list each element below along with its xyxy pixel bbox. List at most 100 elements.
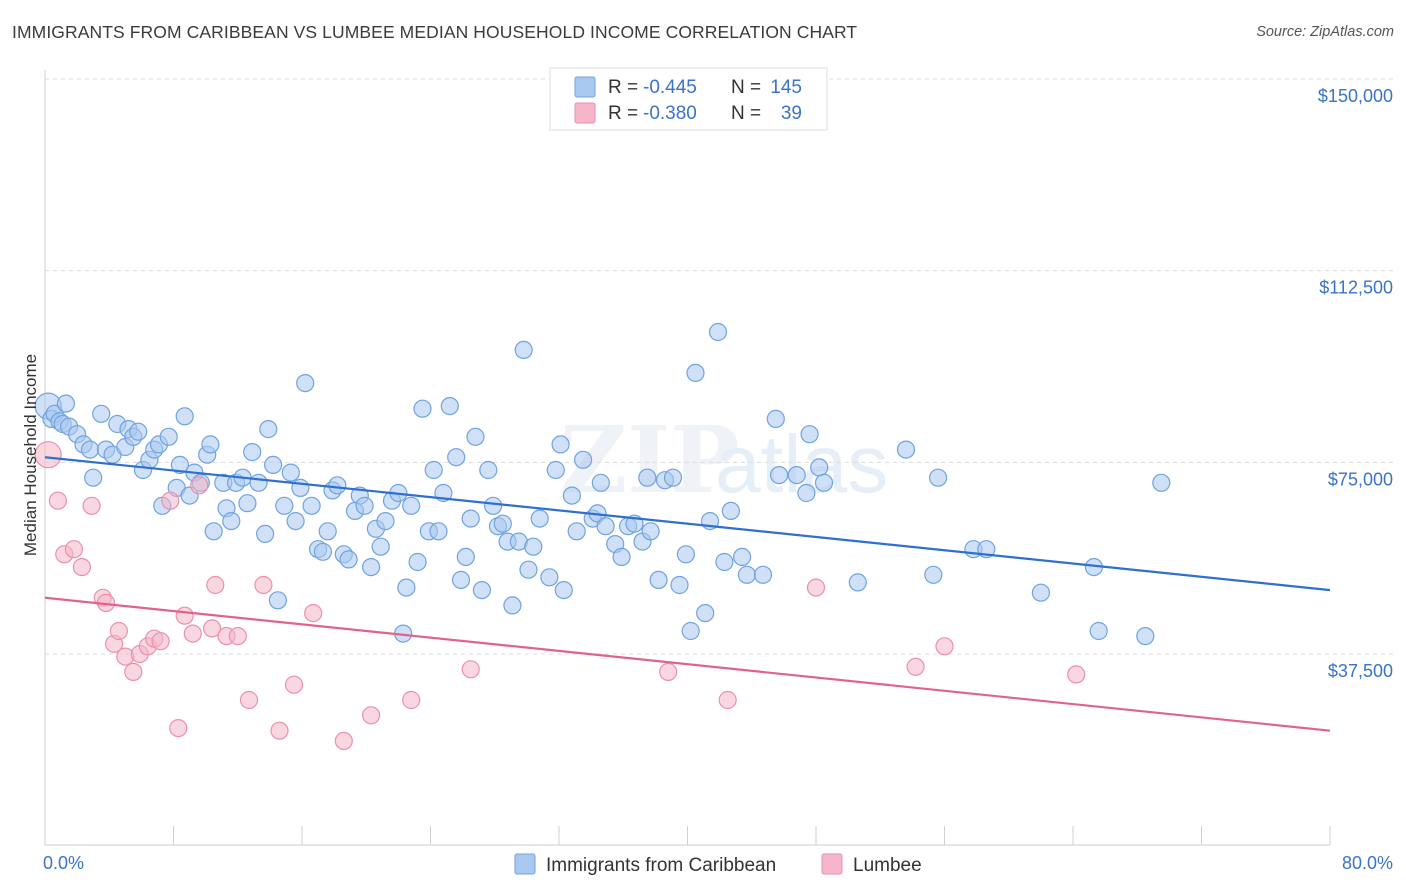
legend-n-value-1: 145	[770, 77, 802, 98]
caribbean-point	[766, 409, 785, 428]
caribbean-point	[371, 537, 390, 556]
lumbee-point	[334, 731, 353, 751]
lumbee-point	[254, 575, 273, 595]
bottom-legend: Immigrants from Caribbean Lumbee	[514, 853, 922, 876]
caribbean-point	[397, 578, 416, 597]
lumbee-trend-line	[44, 596, 1331, 732]
caribbean-point	[562, 486, 582, 505]
caribbean-point	[493, 514, 512, 533]
caribbean-point	[259, 420, 278, 439]
caribbean-point	[484, 496, 503, 515]
caribbean-point	[264, 455, 283, 474]
caribbean-point	[56, 394, 76, 413]
caribbean-point	[302, 496, 321, 515]
caribbean-point	[313, 542, 332, 561]
caribbean-point	[530, 509, 549, 528]
caribbean-point	[769, 466, 789, 485]
caribbean-point	[238, 494, 257, 513]
caribbean-point	[649, 570, 668, 590]
legend: R = -0.445 N = 145 R = -0.380 N = 39	[549, 67, 828, 131]
caribbean-point	[663, 468, 683, 487]
caribbean-point	[797, 483, 816, 503]
caribbean-point	[440, 397, 459, 416]
lumbee-point	[659, 662, 678, 682]
caribbean-point	[708, 322, 728, 342]
x-tick-label: 80.0%	[1342, 853, 1393, 873]
caribbean-point	[596, 517, 615, 536]
caribbean-point	[800, 425, 819, 444]
legend-swatch-caribbean	[574, 76, 596, 98]
caribbean-point	[339, 550, 358, 569]
caribbean-point	[408, 552, 427, 572]
caribbean-point	[159, 427, 178, 446]
caribbean-point	[554, 580, 573, 600]
caribbean-point	[753, 565, 773, 584]
caribbean-point	[676, 545, 696, 564]
caribbean-point	[281, 463, 300, 482]
lumbee-point	[190, 476, 209, 495]
caribbean-point	[1152, 473, 1171, 492]
caribbean-point	[268, 591, 287, 610]
lumbee-point	[718, 690, 737, 710]
caribbean-point	[429, 522, 448, 541]
caribbean-point	[84, 468, 103, 487]
series-lumbee-points	[34, 441, 1086, 751]
lumbee-point	[203, 619, 222, 638]
legend-r-label-1: R =	[608, 77, 638, 98]
lumbee-point	[175, 606, 194, 625]
caribbean-point	[810, 458, 829, 477]
watermark: ZIP atlas	[560, 406, 888, 514]
caribbean-point	[1136, 626, 1155, 646]
caribbean-point	[355, 496, 374, 515]
caribbean-point	[896, 440, 916, 459]
caribbean-point	[451, 570, 471, 590]
caribbean-point	[567, 522, 586, 541]
caribbean-trend-line	[44, 456, 1331, 592]
caribbean-point	[814, 473, 834, 492]
bottom-legend-swatch-caribbean	[514, 853, 536, 875]
y-axis-label: Median Household Income	[21, 354, 40, 556]
lumbee-point	[34, 441, 62, 469]
legend-n-label-1: N =	[731, 77, 761, 98]
caribbean-point	[681, 621, 700, 641]
y-tick-label: $150,000	[1318, 86, 1393, 106]
lumbee-point	[183, 624, 202, 643]
lumbee-point	[906, 657, 925, 676]
caribbean-point	[204, 522, 223, 541]
caribbean-point	[80, 440, 100, 459]
legend-r-value-1: -0.445	[643, 77, 697, 98]
lumbee-point	[284, 675, 304, 694]
legend-swatch-lumbee	[574, 102, 596, 124]
lumbee-point	[64, 540, 84, 559]
lumbee-point	[1067, 665, 1086, 684]
caribbean-point	[461, 509, 480, 528]
lumbee-point	[124, 662, 143, 682]
y-tick-label: $37,500	[1328, 661, 1393, 681]
caribbean-point	[275, 496, 294, 515]
tick-labels: $37,500 $75,000 $112,500 $150,000 0.0% 80.0%	[43, 86, 1393, 873]
lumbee-point	[72, 557, 92, 577]
lumbee-point	[48, 491, 68, 510]
caribbean-point	[540, 568, 559, 587]
lumbee-point	[935, 637, 954, 656]
caribbean-point	[328, 476, 347, 495]
lumbee-point	[362, 706, 381, 725]
caribbean-point	[519, 560, 538, 579]
caribbean-point	[1031, 583, 1051, 602]
caribbean-point	[249, 473, 268, 492]
bottom-legend-swatch-lumbee	[821, 853, 843, 875]
lumbee-point	[169, 718, 188, 738]
caribbean-point	[447, 448, 466, 467]
caribbean-point	[1089, 621, 1108, 641]
legend-r-label-2: R =	[608, 103, 638, 124]
caribbean-point	[696, 603, 715, 623]
lumbee-point	[461, 660, 480, 679]
caribbean-point	[503, 596, 522, 615]
caribbean-point	[787, 466, 806, 485]
lumbee-point	[239, 690, 259, 710]
caribbean-point	[737, 565, 757, 584]
caribbean-point	[638, 468, 657, 487]
chart-title: IMMIGRANTS FROM CARIBBEAN VS LUMBEE MEDI…	[12, 22, 858, 42]
caribbean-point	[472, 580, 491, 600]
trend-lines	[44, 456, 1331, 732]
